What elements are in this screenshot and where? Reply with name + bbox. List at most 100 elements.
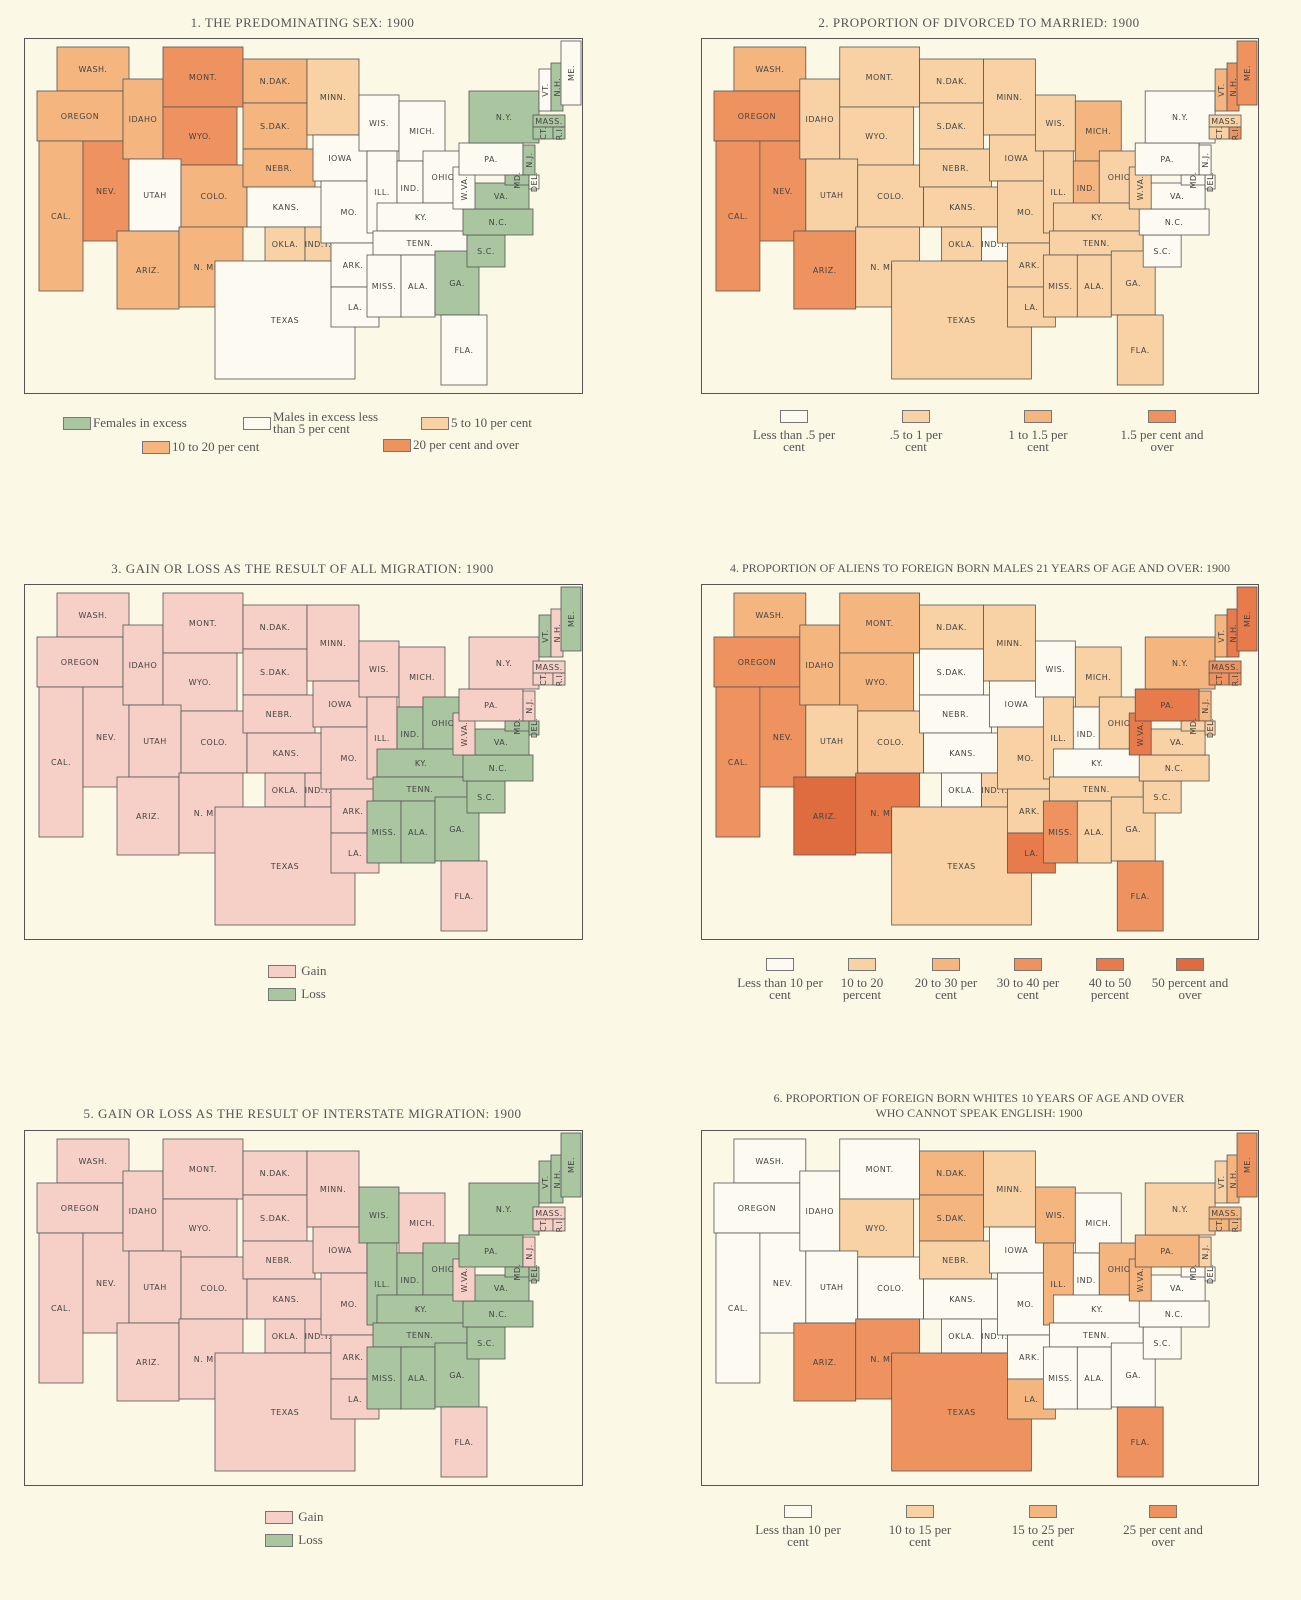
state-mn: MINN.	[983, 1150, 1036, 1228]
state-label: PA.	[484, 701, 498, 710]
state-ne: NEBR.	[242, 1240, 316, 1280]
state-az: ARIZ.	[793, 1322, 857, 1402]
state-shape	[805, 704, 859, 778]
legend-2-item: Less than .5 per cent	[744, 410, 844, 453]
state-ca: CAL.	[38, 140, 84, 292]
state-tn: TENN.	[372, 776, 468, 802]
state-label: NEV.	[773, 733, 793, 742]
state-nv: NEV.	[759, 1232, 807, 1334]
state-label: N.Y.	[496, 659, 512, 668]
state-shape	[560, 40, 582, 106]
state-shape	[458, 1234, 524, 1268]
state-ut: UTAH	[128, 704, 182, 778]
state-label: MASS.	[1211, 117, 1239, 126]
state-shape	[116, 776, 180, 856]
state-ok: OKLA.	[264, 226, 306, 262]
legend-swatch	[1029, 1505, 1057, 1518]
state-label: DEL.	[1206, 1264, 1215, 1284]
state-shape	[552, 672, 566, 686]
legend-label: 10 to 20 per cent	[172, 439, 260, 455]
state-label: OHIO	[432, 1265, 455, 1274]
state-label: MD.	[513, 1263, 522, 1280]
state-shape	[941, 772, 982, 808]
state-label: CT.	[1215, 672, 1224, 686]
state-label: IND.T.	[305, 240, 332, 249]
state-label: N. MEX.	[194, 1355, 229, 1364]
state-shape	[162, 652, 238, 712]
state-shape	[919, 648, 984, 696]
state-vt: VT.	[538, 68, 552, 112]
state-shape	[1116, 314, 1164, 386]
state-shape	[264, 1318, 306, 1354]
state-wi: WIS.	[1035, 640, 1076, 698]
state-wi: WIS.	[1035, 94, 1076, 152]
legend-swatch	[268, 987, 296, 1001]
legend-label: Gain	[298, 1509, 324, 1525]
state-mn: MINN.	[306, 58, 360, 136]
state-shape	[1042, 1346, 1078, 1410]
state-nd: N.DAK.	[919, 1150, 984, 1196]
state-shape	[1236, 586, 1258, 652]
state-ne: NEBR.	[919, 694, 992, 734]
state-shape	[983, 58, 1036, 136]
legend-label: Less than .5 per cent	[752, 427, 836, 454]
map-6-title-line2: WHO CANNOT SPEAK ENGLISH: 1900	[875, 1106, 1083, 1120]
state-label: WYO.	[189, 132, 212, 141]
state-shape	[38, 1232, 84, 1384]
state-label: N.DAK.	[936, 1169, 967, 1178]
state-label: NEBR.	[942, 710, 969, 719]
state-ky: KY.	[376, 202, 466, 232]
state-label: MINN.	[996, 639, 1022, 648]
state-shape	[1076, 254, 1112, 318]
state-label: NEBR.	[266, 710, 293, 719]
state-nj: N.J.	[522, 144, 536, 176]
legend-swatch	[780, 410, 808, 423]
state-label: MICH.	[1085, 673, 1111, 682]
state-shape	[1142, 1326, 1182, 1360]
state-label: GA.	[449, 825, 465, 834]
state-label: IND.	[1077, 730, 1096, 739]
legend-4-item: Less than 10 per cent	[735, 958, 825, 1001]
state-label: ILL.	[1050, 188, 1066, 197]
state-label: PA.	[1160, 701, 1174, 710]
state-label: DEL.	[530, 172, 539, 192]
state-vt: VT.	[538, 614, 552, 658]
state-wy: WYO.	[839, 1198, 915, 1258]
state-co: COLO.	[857, 710, 925, 774]
state-ks: KANS.	[246, 1278, 326, 1320]
state-shape	[1204, 720, 1216, 736]
state-il: ILL.	[1042, 150, 1074, 234]
state-label: NEV.	[96, 1279, 116, 1288]
state-ca: CAL.	[715, 140, 761, 292]
legend-4-item: 30 to 40 per cent	[993, 958, 1063, 1001]
state-nc: N.C.	[462, 208, 534, 236]
state-label: LA.	[1024, 1395, 1038, 1404]
state-label: NEV.	[96, 733, 116, 742]
state-shape	[358, 94, 400, 152]
state-ct: CT.	[1208, 672, 1230, 686]
state-nc: N.C.	[1138, 208, 1210, 236]
state-shape	[715, 686, 761, 838]
state-label: N. MEX.	[870, 263, 904, 272]
state-label: MO.	[341, 208, 358, 217]
state-label: W.VA.	[1136, 176, 1145, 201]
state-label: WIS.	[369, 119, 389, 128]
state-ne: NEBR.	[242, 148, 316, 188]
state-label: N.C.	[489, 218, 508, 227]
state-label: COLO.	[200, 738, 227, 747]
state-mt: MONT.	[162, 46, 244, 108]
state-label: VA.	[1170, 1284, 1184, 1293]
state-label: PA.	[1160, 155, 1174, 164]
state-shape	[306, 58, 360, 136]
state-label: KANS.	[273, 1295, 300, 1304]
state-shape	[839, 106, 915, 166]
state-label: WIS.	[1045, 119, 1065, 128]
state-label: MICH.	[1085, 127, 1111, 136]
state-shape	[56, 46, 130, 92]
legend-4-item: 20 to 30 per cent	[911, 958, 981, 1001]
state-label: N.J.	[1201, 1244, 1210, 1259]
state-label: OREGON	[61, 658, 99, 667]
state-shape	[715, 1232, 761, 1384]
state-label: OKLA.	[272, 786, 299, 795]
legend-6-item: 10 to 15 per cent	[885, 1505, 955, 1548]
